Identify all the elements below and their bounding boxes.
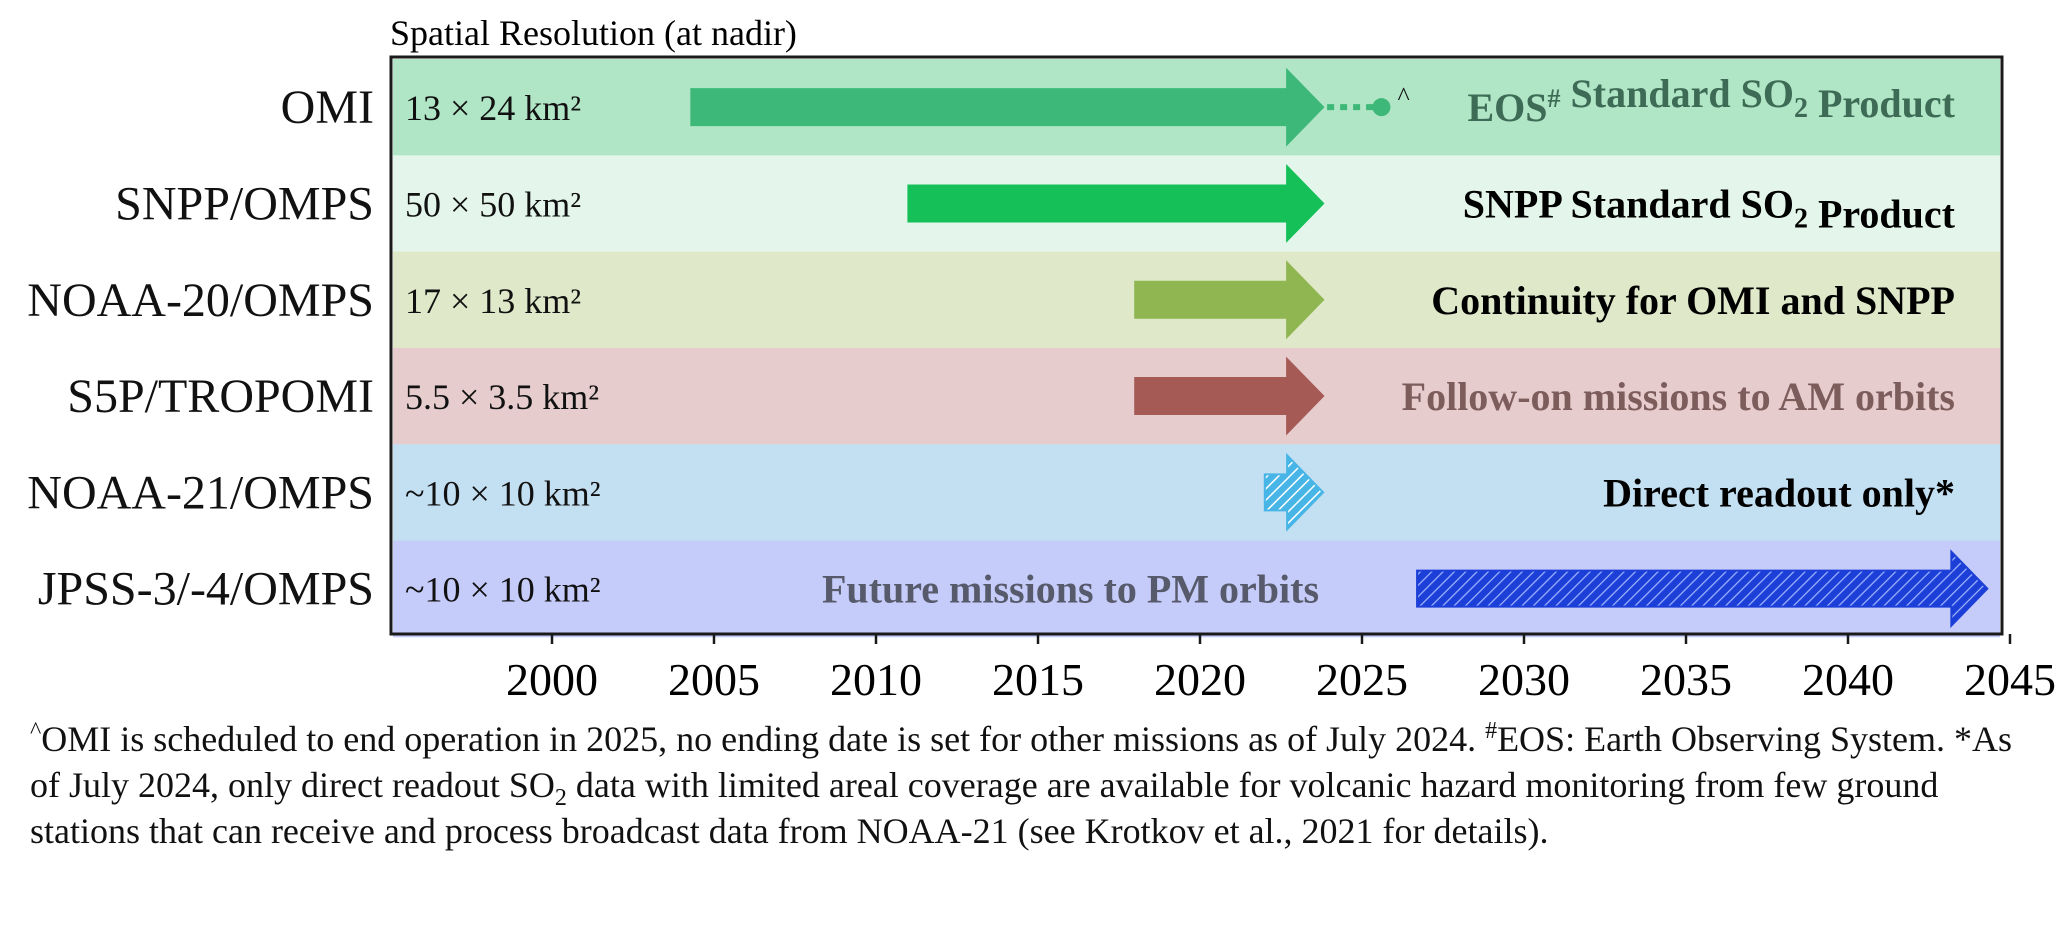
x-tick-label-2015: 2015 bbox=[992, 654, 1084, 705]
row-notes: EOS# Standard SO2 Product SNPP Standard S… bbox=[822, 71, 1956, 612]
arrow-snpp-omps bbox=[907, 163, 1325, 243]
arrow-omi bbox=[690, 67, 1325, 147]
row-bands bbox=[393, 59, 2000, 638]
mission-name-noaa-21-omps: NOAA-21/OMPS bbox=[27, 466, 374, 519]
mission-name-snpp-omps: SNPP/OMPS bbox=[115, 177, 374, 230]
caption-text-1: OMI is scheduled to end operation in 202… bbox=[41, 719, 1486, 759]
caption-subscript: 2 bbox=[554, 785, 567, 812]
mission-name-noaa-20-omps: NOAA-20/OMPS bbox=[27, 274, 374, 327]
plot-frame bbox=[389, 55, 2004, 636]
resolution-jpss-3-4-omps: ~10 × 10 km² bbox=[405, 570, 601, 610]
x-tick-label-2025: 2025 bbox=[1316, 654, 1408, 705]
end-caret-omi: ^ bbox=[1397, 82, 1409, 111]
mission-name-jpss-3-4-omps: JPSS-3/-4/OMPS bbox=[38, 563, 374, 616]
mission-labels: OMI 13 × 24 km² SNPP/OMPS 50 × 50 km² NOAA-2… bbox=[27, 81, 600, 616]
x-tick-label-2030: 2030 bbox=[1478, 654, 1570, 705]
mission-timeline-chart: Spatial Resolution (at nadir) OMI 13 × 24… bbox=[27, 13, 2056, 705]
resolution-noaa-21-omps: ~10 × 10 km² bbox=[405, 473, 601, 513]
note-s5p-tropomi: Follow-on missions to AM orbits bbox=[1402, 374, 1955, 419]
resolution-noaa-20-omps: 17 × 13 km² bbox=[405, 281, 581, 321]
x-tick-label-2035: 2035 bbox=[1640, 654, 1732, 705]
resolution-header: Spatial Resolution (at nadir) bbox=[390, 13, 797, 53]
end-marker-omi bbox=[1372, 98, 1391, 117]
note-noaa-20-omps: Continuity for OMI and SNPP bbox=[1431, 278, 1955, 323]
x-tick-label-2045: 2045 bbox=[1964, 654, 2056, 705]
x-tick-label-2040: 2040 bbox=[1802, 654, 1894, 705]
mission-arrows: ^ bbox=[690, 67, 1989, 629]
resolution-s5p-tropomi: 5.5 × 3.5 km² bbox=[405, 377, 599, 417]
resolution-snpp-omps: 50 × 50 km² bbox=[405, 184, 581, 224]
x-tick-label-2000: 2000 bbox=[506, 654, 598, 705]
x-tick-label-2010: 2010 bbox=[830, 654, 922, 705]
resolution-omi: 13 × 24 km² bbox=[405, 88, 581, 128]
arrow-jpss-3-4-omps bbox=[1416, 549, 1989, 629]
arrow-noaa-21-omps bbox=[1263, 452, 1325, 532]
mission-name-omi: OMI bbox=[281, 81, 374, 134]
note-snpp-omps: SNPP Standard SO2 Product bbox=[1463, 181, 1956, 236]
caption-caret-marker: ^ bbox=[30, 718, 42, 744]
note-noaa-21-omps: Direct readout only* bbox=[1603, 470, 1955, 515]
x-axis: 2000 2005 2010 2015 2020 2025 2030 2035 2040 2045 bbox=[506, 634, 2056, 705]
mission-name-s5p-tropomi: S5P/TROPOMI bbox=[67, 370, 374, 423]
figure-caption: ^OMI is scheduled to end operation in 20… bbox=[30, 716, 2040, 854]
x-tick-label-2005: 2005 bbox=[668, 654, 760, 705]
arrow-s5p-tropomi bbox=[1134, 356, 1325, 436]
x-tick-label-2020: 2020 bbox=[1154, 654, 1246, 705]
band-noaa-21-omps bbox=[393, 444, 2000, 541]
caption-text-3: data with limited areal coverage are ava… bbox=[30, 765, 1939, 851]
caption-hash-marker: # bbox=[1485, 718, 1498, 744]
caption-text-2: EOS: Earth Observing System. *As of July… bbox=[30, 719, 2013, 805]
note-omi: EOS# Standard SO2 Product bbox=[1468, 71, 1956, 130]
note-jpss-3-4-omps: Future missions to PM orbits bbox=[822, 567, 1319, 612]
arrow-noaa-20-omps bbox=[1134, 260, 1325, 340]
